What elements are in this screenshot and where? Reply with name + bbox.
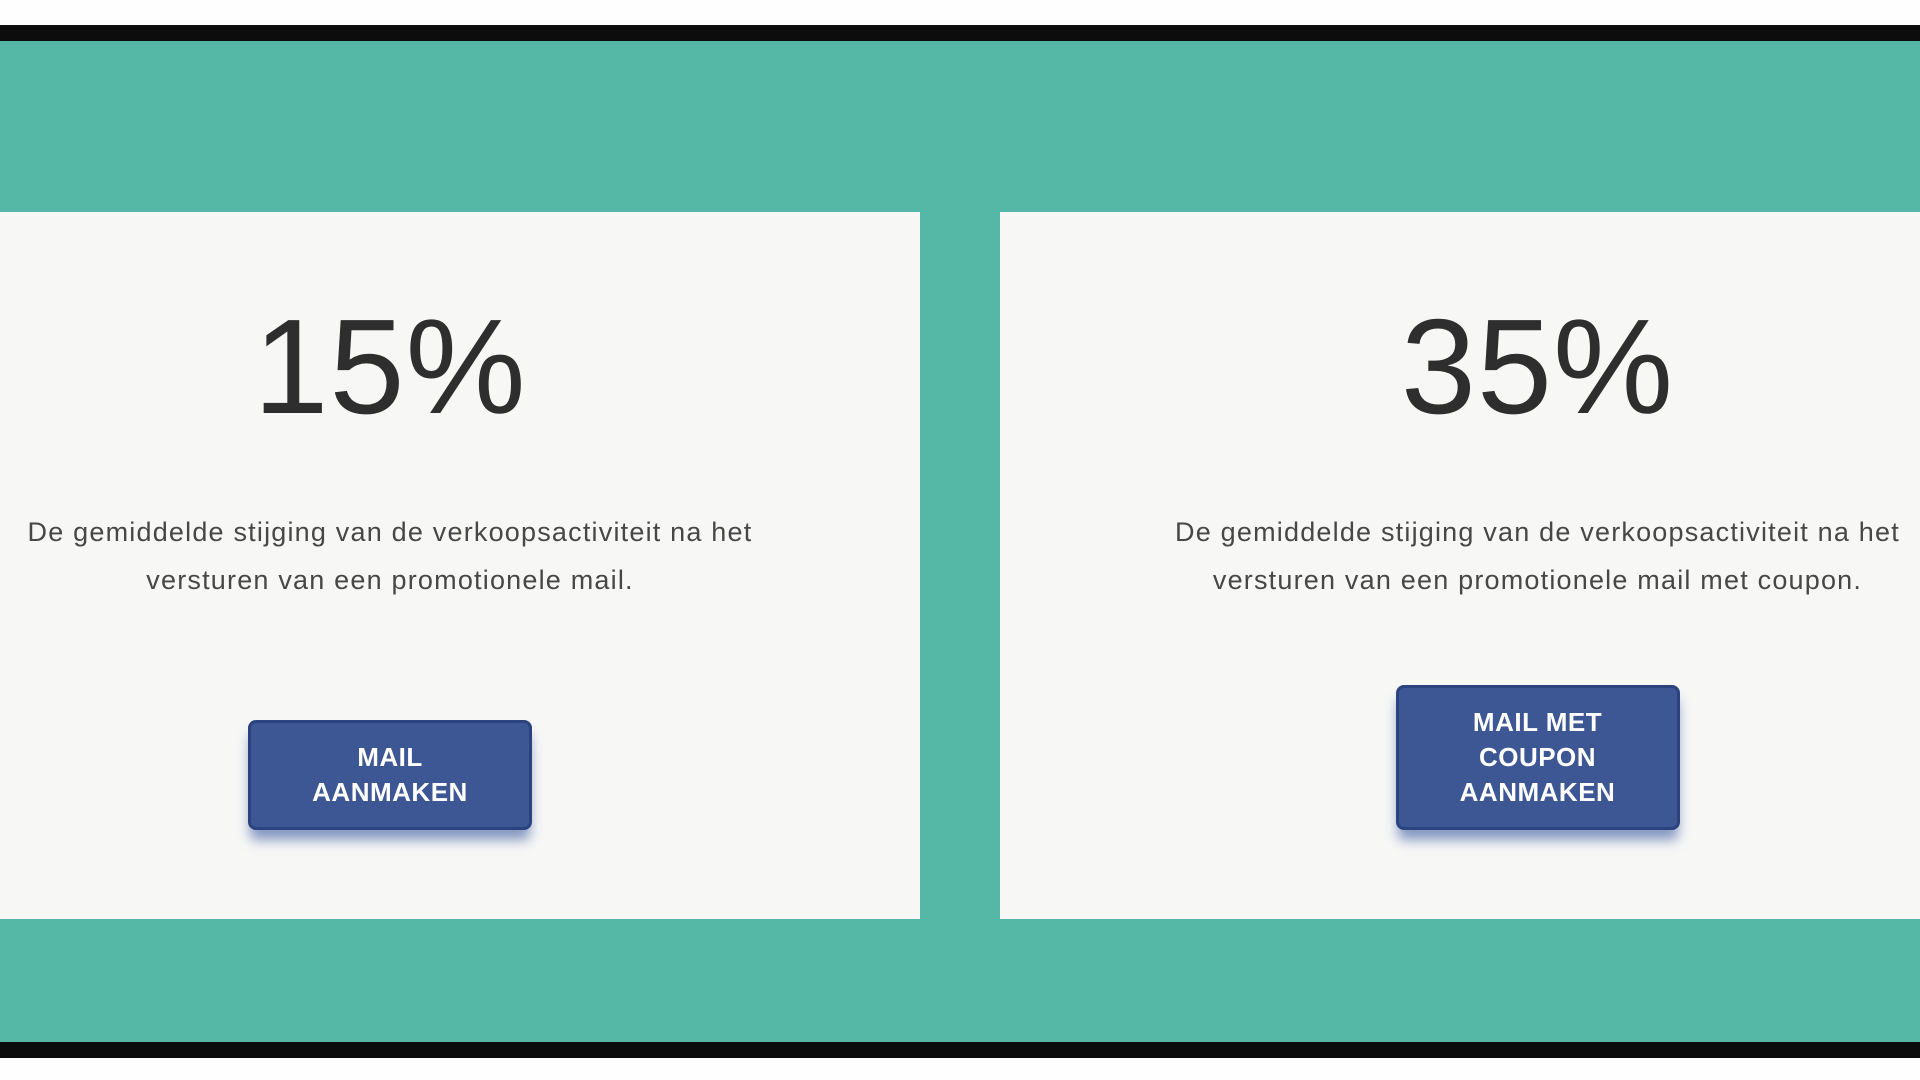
- slide-border-bottom: [0, 1042, 1920, 1058]
- mail-met-coupon-aanmaken-button[interactable]: MAIL MET COUPON AANMAKEN: [1395, 685, 1680, 830]
- stat-percentage-mail-coupon: 35%: [1400, 291, 1675, 442]
- slide-border-top: [0, 25, 1920, 41]
- stat-percentage-mail: 15%: [253, 291, 527, 442]
- slide-background: 15% De gemiddelde stijging van de verkoo…: [0, 41, 1920, 1042]
- stat-card-promotional-mail-coupon: 35% De gemiddelde stijging van de verkoo…: [1000, 212, 1920, 919]
- mail-aanmaken-button[interactable]: MAIL AANMAKEN: [248, 720, 532, 830]
- stat-description-mail: De gemiddelde stijging van de verkoopsac…: [27, 517, 753, 595]
- stat-description-mail-coupon: De gemiddelde stijging van de verkoopsac…: [1175, 517, 1900, 595]
- stat-card-promotional-mail: 15% De gemiddelde stijging van de verkoo…: [0, 212, 920, 919]
